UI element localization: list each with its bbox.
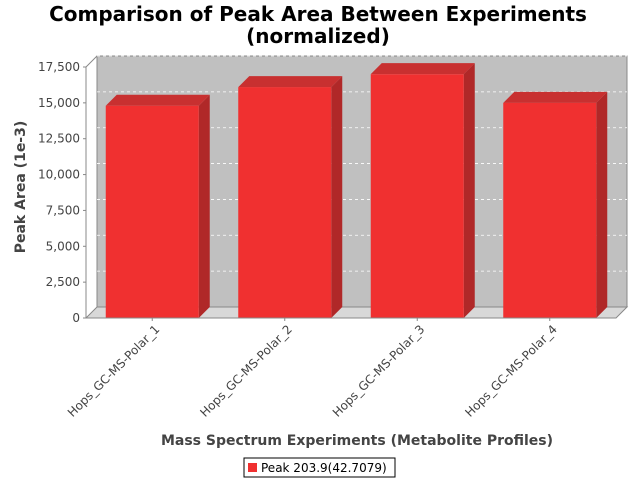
y-tick-label: 17,500	[38, 60, 80, 74]
gridlines	[97, 55, 627, 272]
bar-top	[238, 76, 343, 88]
bars	[105, 63, 608, 319]
bar-top	[503, 91, 608, 103]
x-tick-label: Hops_GC-MS-Polar_2	[197, 322, 295, 420]
y-tick-label: 15,000	[38, 96, 80, 110]
bar-side	[463, 63, 475, 318]
y-tick-label: 7,500	[46, 203, 80, 217]
bar	[105, 94, 210, 319]
x-axis: Hops_GC-MS-Polar_1 Hops_GC-MS-Polar_2 Hops…	[65, 317, 616, 420]
bar	[238, 76, 343, 318]
bar-side	[596, 91, 608, 318]
chart-title-line-1: Comparison of Peak Area Between Experime…	[49, 2, 587, 26]
x-axis-label: Mass Spectrum Experiments (Metabolite Pr…	[161, 433, 553, 449]
bar	[503, 91, 608, 318]
bar-top	[370, 63, 475, 75]
legend-swatch	[248, 463, 257, 472]
legend-label: Peak 203.9(42.7079)	[261, 461, 387, 475]
y-axis-label: Peak Area (1e-3)	[13, 121, 29, 254]
y-tick-label: 2,500	[46, 275, 80, 289]
chart-title-line-2: (normalized)	[246, 24, 390, 48]
bar-front	[503, 102, 597, 318]
bar-front	[370, 74, 464, 319]
y-tick-label: 0	[72, 311, 80, 325]
x-tick-label: Hops_GC-MS-Polar_1	[65, 322, 163, 420]
bar-side	[331, 76, 343, 318]
plot-left-edge	[85, 55, 98, 68]
x-tick-label: Hops_GC-MS-Polar_3	[330, 322, 428, 420]
bar-front	[238, 87, 332, 318]
bar-top	[105, 94, 210, 106]
legend: Peak 203.9(42.7079)	[243, 457, 396, 478]
bar-front	[105, 105, 199, 319]
legend-box	[243, 457, 396, 478]
y-tick-label: 12,500	[38, 132, 80, 146]
bar	[370, 63, 475, 319]
x-tick-label: Hops_GC-MS-Polar_4	[462, 322, 560, 420]
y-axis: 0 2,500 5,000 7,500 10,000 12,500 15,000 17,500	[38, 60, 87, 325]
bar-side	[198, 94, 210, 319]
y-tick-label: 10,000	[38, 168, 80, 182]
y-tick-label: 5,000	[46, 239, 80, 253]
